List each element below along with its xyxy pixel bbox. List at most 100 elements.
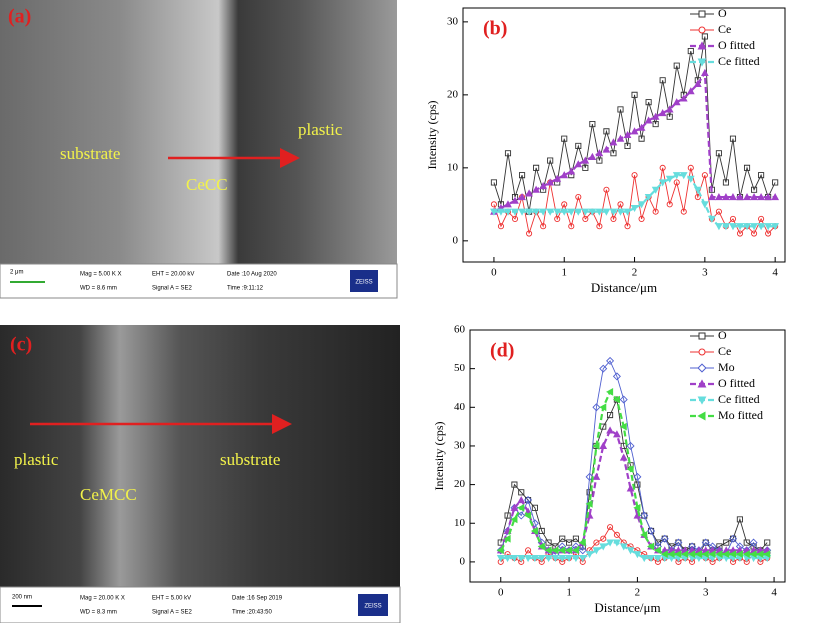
legend-label: Ce fitted: [718, 54, 760, 68]
data-point: [665, 175, 674, 183]
data-point: [686, 175, 695, 183]
data-point: [585, 500, 593, 508]
data-point: [623, 130, 632, 139]
data-point: [654, 558, 661, 565]
data-point: [616, 134, 625, 142]
data-point: [603, 186, 610, 193]
data-point: [607, 411, 614, 419]
data-point: [640, 530, 648, 539]
data-point: [722, 550, 730, 559]
data-point: [644, 193, 653, 202]
data-point: [624, 142, 631, 149]
y-tick-label: 10: [454, 517, 466, 529]
data-point: [652, 121, 659, 128]
x-axis-label: Distance/μm: [594, 600, 660, 615]
data-point: [729, 534, 738, 543]
legend-marker: [697, 58, 707, 67]
data-point: [532, 208, 540, 216]
legend-label: O: [718, 328, 727, 342]
legend-marker: [698, 10, 706, 18]
data-point: [700, 68, 709, 77]
data-point: [504, 150, 512, 157]
legend-marker: [697, 363, 707, 373]
data-point: [589, 121, 596, 128]
image-label: plastic: [14, 450, 59, 469]
info: Mag = 20.00 K X: [80, 596, 125, 602]
data-point: [599, 441, 608, 450]
data-point: [715, 208, 722, 215]
data-point: [743, 558, 750, 565]
x-tick-label: 4: [772, 267, 778, 279]
series-line: [500, 397, 768, 555]
data-point: [694, 550, 702, 559]
data-point: [593, 539, 600, 546]
data-point: [708, 550, 716, 559]
brand: ZEISS: [355, 280, 372, 286]
data-point: [490, 201, 497, 208]
data-point: [736, 516, 743, 523]
data-point: [715, 550, 723, 559]
plot-frame: [469, 329, 786, 583]
data-point: [701, 33, 708, 40]
data-point: [674, 538, 683, 547]
data-point: [538, 558, 545, 565]
data-point: [626, 547, 635, 555]
data-point: [638, 215, 645, 222]
data-point: [743, 223, 751, 231]
image-label: plastic: [298, 120, 343, 139]
data-point: [518, 489, 525, 496]
data-point: [743, 539, 750, 546]
sem-image-a: (a) substrate CeCC plastic 2 μm Mag = 5.…: [0, 0, 398, 299]
data-point: [626, 484, 635, 492]
data-point: [729, 215, 737, 222]
x-tick-label: 1: [561, 267, 567, 279]
data-point: [688, 550, 696, 559]
data-point: [709, 558, 716, 565]
legend-marker: [697, 411, 706, 421]
brand: ZEISS: [364, 604, 381, 610]
data-point: [742, 550, 750, 559]
data-point: [578, 546, 587, 555]
data-point: [630, 204, 639, 213]
x-tick-label: 1: [566, 587, 572, 599]
legend-label: O fitted: [718, 376, 755, 390]
data-point: [578, 538, 586, 547]
data-point: [673, 179, 680, 186]
data-point: [693, 79, 702, 87]
data-point: [694, 194, 701, 201]
data-point: [751, 230, 758, 237]
data-point: [561, 201, 568, 208]
data-point: [490, 208, 498, 216]
data-point: [686, 87, 695, 95]
data-point: [666, 201, 673, 208]
data-point: [751, 186, 758, 193]
data-point: [633, 472, 642, 481]
data-point: [504, 208, 512, 216]
data-point: [715, 192, 723, 201]
data-point: [524, 554, 532, 563]
chart: 0 1 2 3 4 0 10 20 30 Distance/μm Intensity (cps) (b…: [425, 6, 786, 295]
data-point: [701, 172, 708, 179]
data-point: [531, 504, 538, 511]
data-point: [715, 223, 723, 231]
data-point: [758, 172, 765, 179]
data-point: [558, 554, 567, 563]
data-point: [588, 152, 597, 160]
data-point: [578, 554, 587, 563]
data-point: [530, 519, 539, 528]
data-point: [519, 172, 526, 179]
data-point: [582, 215, 589, 222]
data-point: [612, 372, 621, 381]
data-point: [504, 512, 511, 519]
data-point: [756, 550, 764, 559]
data-point: [606, 387, 614, 396]
info: Mag = 5.00 K X: [80, 272, 122, 278]
data-point: [672, 98, 681, 106]
y-tick-label: 10: [447, 161, 459, 173]
data-point: [497, 223, 505, 230]
data-point: [667, 550, 675, 559]
series-line: [500, 526, 768, 563]
data-point: [574, 160, 583, 168]
data-point: [524, 496, 533, 505]
